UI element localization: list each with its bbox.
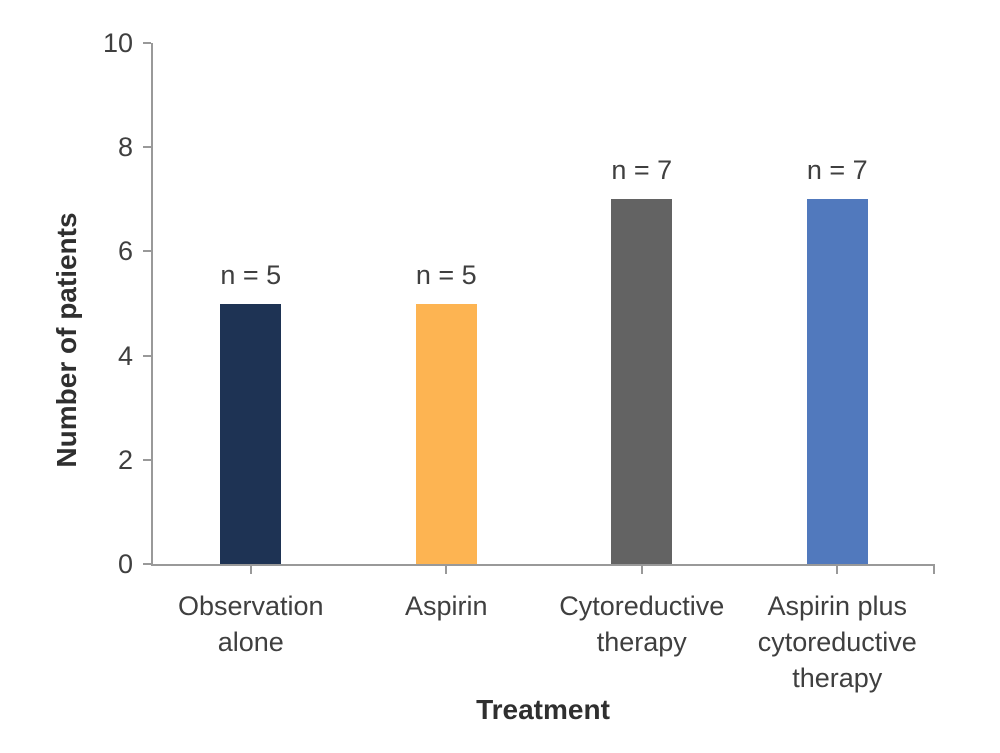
plot-area: 0 2 4 6 8 10 n = 5 Observation alone n = 5 Aspiri…: [103, 28, 935, 693]
bar-aspirin-plus-cytoreductive-therapy: [806, 199, 868, 564]
x-tick-label-observation-alone: Observation alone: [177, 591, 324, 657]
x-tick-label-cytoreductive-therapy: Cytoreductive therapy: [559, 591, 725, 657]
bar-value-label: n = 5: [220, 259, 282, 290]
bar-value-label: n = 5: [415, 259, 477, 290]
x-axis-end-tick: [933, 566, 935, 574]
bar-value-label: n = 7: [611, 155, 673, 186]
y-tick-label: 4: [117, 340, 133, 371]
y-tick-label: 2: [117, 444, 133, 475]
bar-aspirin: [415, 303, 477, 564]
bar-value-label: n = 7: [806, 155, 868, 186]
bar-observation-alone: [220, 303, 282, 564]
y-axis-tick: [143, 146, 151, 149]
y-axis-tick: [143, 563, 151, 565]
x-axis-tick: [640, 566, 643, 574]
y-axis-tick: [143, 354, 151, 357]
y-axis-tick: [143, 42, 151, 44]
y-axis-tick: [143, 458, 151, 461]
y-tick-label: 10: [102, 28, 133, 58]
x-tick-label-aspirin: Aspirin: [404, 591, 488, 621]
x-axis-title: Treatment: [476, 694, 610, 725]
y-tick-label: 0: [117, 549, 133, 579]
x-tick-label-aspirin-plus-cytoreductive-therapy: Aspirin plus cytoreductive therapy: [757, 591, 917, 693]
x-axis-tick: [445, 566, 448, 574]
y-tick-label: 6: [117, 236, 133, 267]
y-tick-label: 8: [117, 132, 133, 163]
x-axis-tick: [249, 566, 252, 574]
y-axis-tick: [143, 250, 151, 253]
x-axis-tick: [836, 566, 839, 574]
bar-cytoreductive-therapy: [611, 199, 673, 564]
